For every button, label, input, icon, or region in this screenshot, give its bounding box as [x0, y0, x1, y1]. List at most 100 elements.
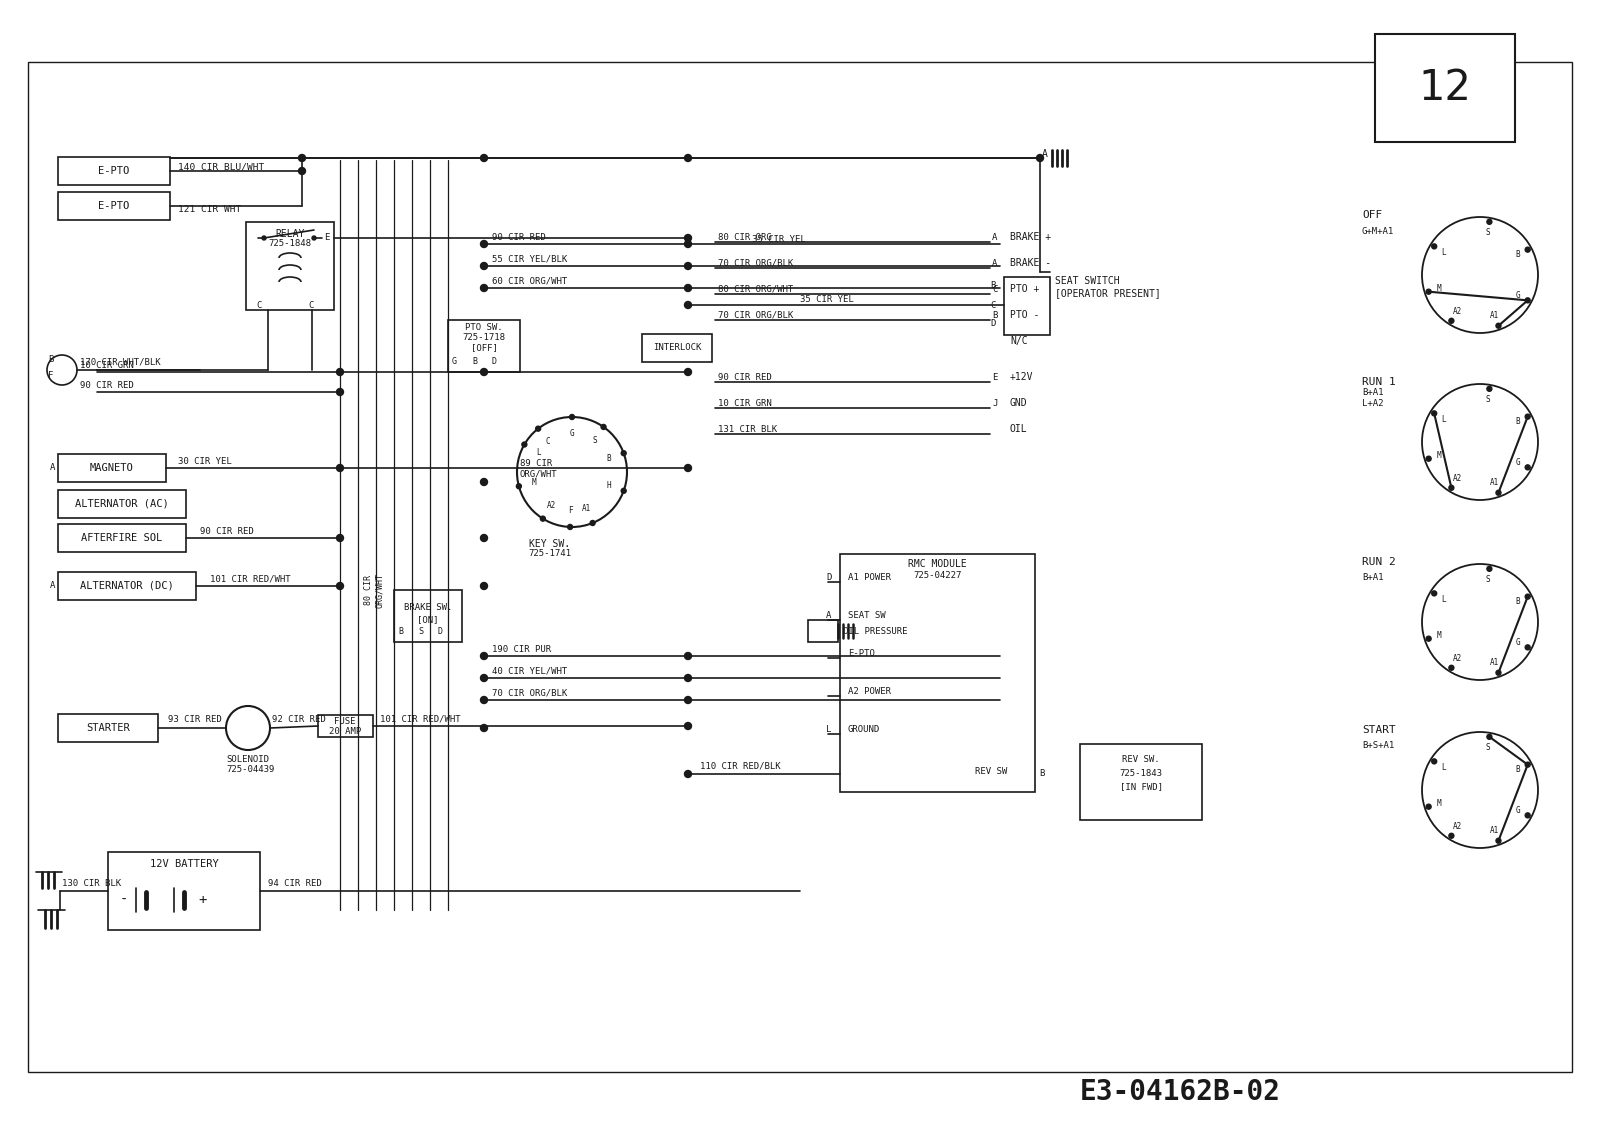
Text: D: D: [826, 573, 832, 582]
Text: KEY SW.: KEY SW.: [530, 539, 571, 549]
Text: STARTER: STARTER: [86, 723, 130, 733]
Text: [IN FWD]: [IN FWD]: [1120, 782, 1163, 791]
Text: RELAY: RELAY: [275, 229, 304, 240]
Text: 12: 12: [1419, 67, 1472, 108]
Text: 121 CIR WHT: 121 CIR WHT: [178, 205, 242, 214]
Text: 55 CIR YEL/BLK: 55 CIR YEL/BLK: [493, 254, 568, 263]
Text: B+A1: B+A1: [1362, 574, 1384, 582]
Text: E-PTO: E-PTO: [98, 166, 130, 176]
Text: RUN 1: RUN 1: [1362, 377, 1395, 386]
Circle shape: [685, 235, 691, 242]
Text: B+A1
L+A2: B+A1 L+A2: [1362, 389, 1384, 408]
Circle shape: [1426, 457, 1430, 461]
Text: G: G: [1515, 458, 1520, 467]
Text: M: M: [1437, 284, 1442, 293]
Circle shape: [1525, 415, 1530, 419]
Circle shape: [480, 675, 488, 681]
Text: C: C: [256, 302, 261, 311]
Text: E: E: [323, 234, 330, 243]
Bar: [58, 714, 158, 742]
Circle shape: [336, 368, 344, 375]
Text: AFTERFIRE SOL: AFTERFIRE SOL: [82, 533, 163, 544]
Text: B: B: [398, 627, 403, 636]
Text: A2: A2: [547, 501, 555, 510]
Text: 10 CIR GRN: 10 CIR GRN: [80, 360, 134, 370]
Text: GND: GND: [1010, 398, 1027, 408]
Text: 170 CIR WHT/BLK: 170 CIR WHT/BLK: [80, 357, 160, 366]
Text: L: L: [536, 447, 541, 457]
Text: PTO -: PTO -: [1010, 310, 1040, 320]
Text: A1: A1: [1490, 311, 1499, 320]
Text: BRAKE SW.: BRAKE SW.: [403, 603, 453, 612]
Text: 80 CIR ORG/WHT: 80 CIR ORG/WHT: [718, 285, 794, 294]
Text: E3-04162B-02: E3-04162B-02: [1080, 1078, 1282, 1106]
Text: 89 CIR: 89 CIR: [520, 460, 552, 469]
Circle shape: [522, 442, 526, 447]
Text: 70 CIR ORG/BLK: 70 CIR ORG/BLK: [493, 688, 568, 697]
Circle shape: [299, 155, 306, 162]
Bar: [808, 620, 838, 642]
Bar: [58, 572, 195, 600]
Text: OFF: OFF: [1362, 210, 1382, 220]
Text: A1: A1: [1490, 826, 1499, 835]
Circle shape: [299, 167, 306, 174]
Circle shape: [1432, 591, 1437, 596]
Text: 90 CIR RED: 90 CIR RED: [493, 233, 546, 242]
Bar: [58, 490, 186, 518]
Text: 725-1741: 725-1741: [528, 549, 571, 558]
Bar: [246, 221, 334, 310]
Circle shape: [336, 534, 344, 541]
Text: ALTERNATOR (DC): ALTERNATOR (DC): [80, 581, 174, 591]
Text: BRAKE -: BRAKE -: [1010, 258, 1051, 268]
Circle shape: [1486, 566, 1491, 572]
Text: B: B: [1515, 251, 1520, 259]
Circle shape: [1525, 594, 1530, 599]
Circle shape: [685, 722, 691, 730]
Bar: [1080, 744, 1202, 820]
Circle shape: [336, 464, 344, 471]
Circle shape: [685, 302, 691, 308]
Text: +: +: [198, 893, 206, 907]
Circle shape: [1486, 386, 1491, 391]
Circle shape: [1450, 833, 1454, 838]
Text: G: G: [1515, 806, 1520, 815]
Circle shape: [1432, 411, 1437, 416]
Circle shape: [1426, 636, 1430, 641]
Circle shape: [1426, 805, 1430, 809]
Text: L: L: [1442, 594, 1446, 603]
Circle shape: [685, 155, 691, 162]
Text: B: B: [1515, 417, 1520, 426]
Circle shape: [685, 464, 691, 471]
Circle shape: [1426, 289, 1430, 294]
Text: B: B: [1515, 598, 1520, 607]
Circle shape: [336, 389, 344, 396]
Text: E-PTO: E-PTO: [98, 201, 130, 211]
Text: A: A: [826, 610, 832, 619]
Text: OIL PRESSURE: OIL PRESSURE: [843, 626, 907, 635]
Text: L: L: [1442, 247, 1446, 257]
Circle shape: [480, 368, 488, 375]
Bar: [58, 157, 170, 185]
Text: E: E: [992, 373, 997, 382]
Text: G: G: [1515, 290, 1520, 299]
Bar: [1374, 34, 1515, 142]
Bar: [394, 590, 462, 642]
Text: ALTERNATOR (AC): ALTERNATOR (AC): [75, 499, 170, 508]
Text: 30 CIR YEL: 30 CIR YEL: [178, 457, 232, 466]
Circle shape: [480, 241, 488, 247]
Text: C: C: [992, 285, 997, 294]
Circle shape: [685, 285, 691, 292]
Text: A1: A1: [1490, 658, 1499, 667]
Circle shape: [480, 582, 488, 590]
Text: 94 CIR RED: 94 CIR RED: [269, 878, 322, 887]
Circle shape: [685, 368, 691, 375]
Text: J: J: [992, 399, 997, 408]
Circle shape: [685, 262, 691, 269]
Text: [OFF]: [OFF]: [470, 344, 498, 353]
Text: 725-04227: 725-04227: [914, 572, 962, 581]
Text: D: D: [990, 319, 995, 328]
Text: 70 CIR ORG/BLK: 70 CIR ORG/BLK: [718, 311, 794, 320]
Circle shape: [1525, 645, 1530, 650]
Circle shape: [312, 236, 317, 240]
Text: M: M: [1437, 451, 1442, 460]
